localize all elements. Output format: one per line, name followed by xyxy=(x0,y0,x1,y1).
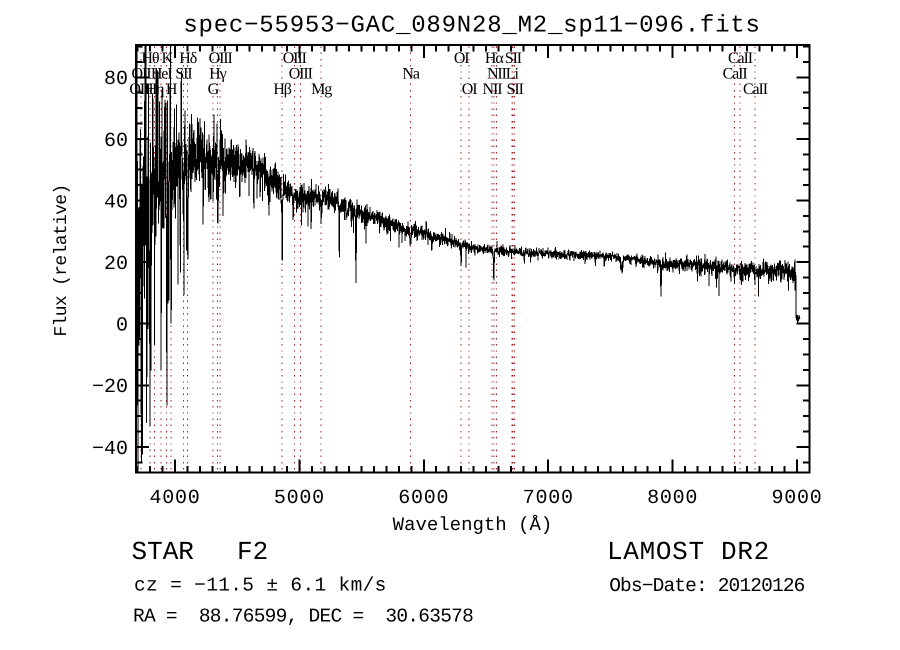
svg-text:OIII: OIII xyxy=(209,50,233,67)
svg-text:F2: F2 xyxy=(237,537,268,567)
svg-text:CaII: CaII xyxy=(723,66,748,83)
svg-text:−20: −20 xyxy=(92,376,128,399)
svg-text:OIII: OIII xyxy=(283,50,307,67)
svg-text:Li: Li xyxy=(506,66,520,83)
svg-text:8000: 8000 xyxy=(647,487,698,510)
svg-text:0: 0 xyxy=(116,315,128,338)
svg-text:Hθ: Hθ xyxy=(141,50,158,67)
svg-text:RA = 88.76599, DEC = 30.6357: RA = 88.76599, DEC = 30.63578 xyxy=(133,606,473,628)
svg-text:Hδ: Hδ xyxy=(179,50,196,67)
svg-text:5000: 5000 xyxy=(274,487,325,510)
svg-text:OI: OI xyxy=(462,81,477,98)
svg-text:40: 40 xyxy=(104,191,128,214)
svg-text:80: 80 xyxy=(104,68,128,91)
svg-text:Hγ: Hγ xyxy=(209,66,226,83)
svg-text:NII: NII xyxy=(483,81,503,98)
svg-text:4000: 4000 xyxy=(149,487,200,510)
svg-text:LAMOST DR2: LAMOST DR2 xyxy=(607,537,770,567)
svg-text:SII: SII xyxy=(505,50,522,67)
svg-text:cz = −11.5 ± 6.1 km/s: cz = −11.5 ± 6.1 km/s xyxy=(134,575,387,597)
svg-text:Obs−Date: 20120126: Obs−Date: 20120126 xyxy=(609,575,804,597)
svg-text:Hβ: Hβ xyxy=(273,81,291,98)
svg-text:Hη: Hη xyxy=(146,81,164,98)
svg-text:SII: SII xyxy=(175,66,192,83)
svg-text:STAR: STAR xyxy=(132,537,194,567)
svg-text:OIII: OIII xyxy=(129,81,153,98)
svg-text:Mg: Mg xyxy=(311,81,332,98)
svg-text:6000: 6000 xyxy=(398,487,449,510)
svg-text:CaII: CaII xyxy=(743,81,768,98)
svg-text:Wavelength (Å): Wavelength (Å) xyxy=(393,514,553,536)
svg-text:−40: −40 xyxy=(92,438,128,461)
svg-text:9000: 9000 xyxy=(771,487,822,510)
svg-text:OIII: OIII xyxy=(289,66,313,83)
svg-text:OII: OII xyxy=(132,66,152,83)
svg-text:7000: 7000 xyxy=(523,487,574,510)
svg-text:OI: OI xyxy=(454,50,469,67)
svg-text:G: G xyxy=(208,81,220,98)
svg-text:NII: NII xyxy=(487,66,507,83)
svg-text:20: 20 xyxy=(104,253,128,276)
svg-text:HeI: HeI xyxy=(151,66,172,83)
svg-text:60: 60 xyxy=(104,130,128,153)
svg-text:CaII: CaII xyxy=(728,50,753,67)
svg-text:K: K xyxy=(161,50,173,67)
svg-text:H: H xyxy=(166,81,178,98)
svg-text:Hα: Hα xyxy=(485,50,504,67)
svg-text:spec−55953−GAC_089N28_M2_sp11−: spec−55953−GAC_089N28_M2_sp11−096.fits xyxy=(183,13,760,40)
svg-text:SII: SII xyxy=(507,81,524,98)
svg-text:Flux (relative): Flux (relative) xyxy=(52,184,72,336)
svg-text:Na: Na xyxy=(402,66,419,83)
